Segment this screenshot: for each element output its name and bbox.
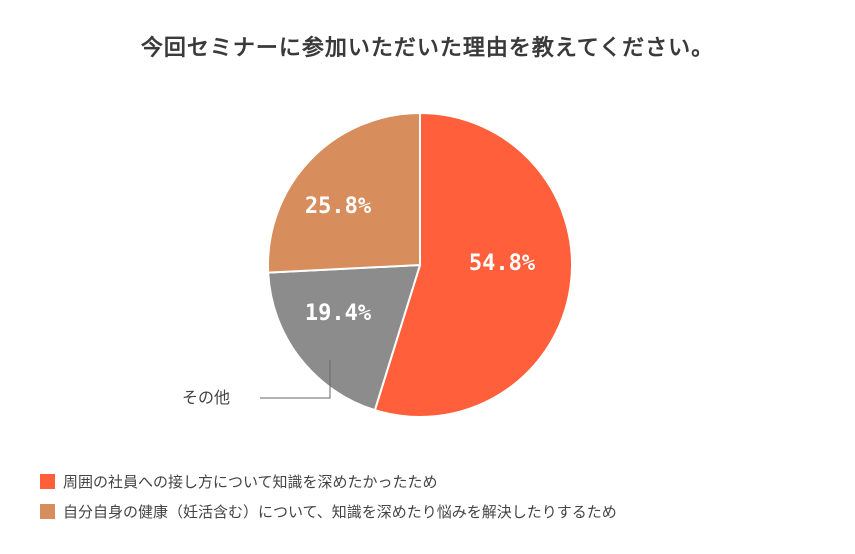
callout-leader-line [260,360,331,399]
slice-value-label: 54.8% [469,251,536,276]
callout-label-other: その他 [182,388,230,407]
pie-slice [373,111,573,418]
slice-value-label: 19.4% [305,301,372,326]
slice-value-labels: 54.8% 19.4% 25.8% [305,194,536,326]
pie-slices [267,111,573,418]
legend: 周囲の社員への接し方について知識を深めたかったため 自分自身の健康（妊活含む）に… [40,466,617,526]
legend-item: 周囲の社員への接し方について知識を深めたかったため [40,466,617,496]
legend-item: 自分自身の健康（妊活含む）について、知識を深めたり悩みを解決したりするため [40,496,617,526]
slice-value-label: 25.8% [305,194,372,219]
legend-swatch [40,503,55,519]
legend-swatch [40,473,55,489]
pie-slice [267,111,421,274]
chart-title: 今回セミナーに参加いただいた理由を教えてください。 [140,36,715,61]
legend-label: 周囲の社員への接し方について知識を深めたかったため [63,472,438,491]
legend-label: 自分自身の健康（妊活含む）について、知識を深めたり悩みを解決したりするため [63,502,617,521]
pie-slice [267,263,422,412]
